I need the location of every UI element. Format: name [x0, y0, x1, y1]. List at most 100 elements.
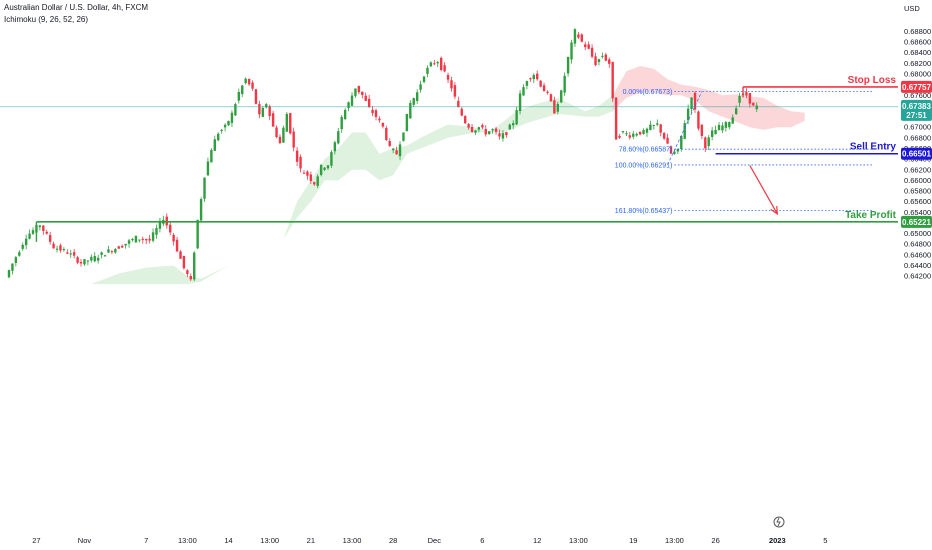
candle-body — [69, 253, 72, 255]
candle-body — [127, 240, 131, 244]
candle-body — [186, 270, 189, 274]
candle-body — [734, 108, 738, 115]
x-tick-label: 21 — [307, 536, 315, 545]
candle-body — [45, 231, 48, 234]
candle-body — [669, 146, 673, 154]
candle-body — [556, 103, 559, 112]
candle-body — [436, 62, 439, 64]
x-tick-label: Nov — [78, 536, 92, 545]
y-tick-label: 0.68600 — [904, 38, 931, 47]
candle-body — [488, 131, 491, 135]
candle-body — [316, 176, 319, 186]
candle-body — [594, 56, 597, 66]
candle-body — [66, 252, 69, 254]
level-badge — [901, 215, 932, 228]
candle-body — [690, 97, 693, 110]
projection-arrow — [749, 165, 778, 215]
candle-body — [522, 87, 525, 96]
candle-body — [536, 73, 539, 80]
candle-body — [55, 248, 59, 250]
y-tick-label: 0.68000 — [904, 70, 931, 79]
candle-body — [138, 239, 141, 241]
kumo-bearish — [612, 66, 805, 130]
candle-body — [443, 65, 446, 72]
candle-body — [169, 224, 172, 233]
candle-body — [491, 129, 494, 131]
candle-body — [107, 249, 110, 253]
candle-body — [724, 122, 728, 128]
fib-label: 100.00%(0.66291) — [615, 162, 673, 169]
y-tick-label: 0.67600 — [904, 91, 931, 100]
candle-body — [470, 126, 474, 132]
candle-body — [52, 243, 55, 249]
candle-body — [714, 129, 717, 135]
y-tick-label: 0.66800 — [904, 133, 931, 142]
candle-body — [42, 225, 45, 231]
candle-body — [189, 276, 192, 280]
candle-body — [704, 137, 707, 149]
x-tick-label: 12 — [533, 536, 541, 545]
candle-body — [306, 171, 309, 176]
candle-body — [333, 142, 337, 152]
candle-body — [659, 124, 662, 133]
candle-body — [18, 252, 21, 256]
candle-body — [419, 84, 422, 90]
candle-body — [203, 177, 206, 199]
y-tick-label: 0.68400 — [904, 48, 931, 57]
candle-body — [265, 104, 268, 108]
y-tick-label: 0.68800 — [904, 27, 931, 36]
y-tick-label: 0.68200 — [904, 59, 931, 68]
candle-body — [395, 150, 398, 155]
candle-body — [172, 234, 175, 242]
candle-body — [337, 131, 340, 144]
candle-body — [563, 75, 566, 93]
candle-body — [330, 152, 333, 166]
y-tick-label: 0.66000 — [904, 176, 931, 185]
candle-body — [628, 135, 632, 138]
ichimoku-cloud — [91, 66, 805, 285]
candle-body — [577, 34, 580, 38]
candle-body — [247, 78, 251, 85]
level-badge — [901, 147, 932, 160]
indicator-label: Ichimoku (9, 26, 52, 26) — [4, 15, 89, 24]
x-tick-label: 13:00 — [178, 536, 197, 545]
replay-icon[interactable] — [773, 516, 785, 528]
candle-body — [415, 92, 419, 101]
candle-body — [460, 108, 463, 116]
fib-label: 161.80%(0.65437) — [615, 208, 673, 215]
candle-body — [433, 63, 436, 65]
x-tick-label: 5 — [823, 536, 827, 545]
candle-body — [21, 244, 24, 249]
candle-body — [632, 133, 635, 137]
candle-body — [717, 124, 721, 131]
kumo-bullish — [91, 95, 613, 285]
candle-body — [752, 102, 755, 106]
candle-body — [494, 128, 498, 132]
candle-body — [148, 238, 151, 241]
candle-body — [62, 249, 66, 251]
candle-body — [227, 121, 230, 126]
candle-body — [83, 259, 86, 265]
candle-body — [645, 128, 649, 133]
candle-body — [700, 124, 704, 136]
level-label: Take Profit — [845, 210, 897, 221]
candle-body — [570, 42, 573, 60]
candle-body — [31, 230, 35, 234]
candle-body — [697, 111, 700, 129]
candle-body — [141, 238, 144, 240]
candle-body — [357, 85, 361, 93]
candle-body — [604, 54, 608, 61]
candle-body — [566, 57, 570, 74]
price-axis: USD0.688000.686000.684000.682000.680000.… — [904, 4, 931, 281]
candle-body — [230, 112, 234, 123]
time-axis: 27 Nov 7 13:00 14 13:00 21 13:00 28 Dec 6 12 13:00 19… — [32, 536, 827, 545]
candle-body — [402, 132, 405, 141]
candle-body — [391, 148, 395, 151]
candle-body — [457, 100, 460, 108]
candle-body — [584, 44, 587, 48]
candle-body — [529, 78, 532, 80]
candle-body — [100, 252, 103, 255]
candle-body — [587, 44, 590, 49]
